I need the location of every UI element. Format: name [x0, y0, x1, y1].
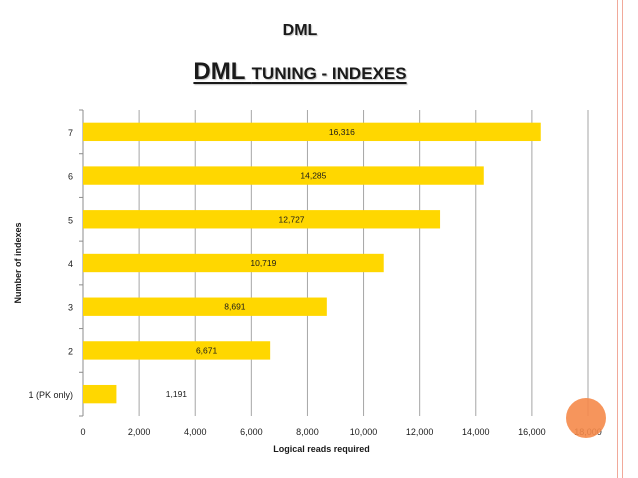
category-label: 2 [68, 346, 73, 356]
slide-title-main: DML [193, 58, 245, 85]
frame-line-right [622, 0, 623, 478]
bar [83, 297, 327, 316]
x-tick-label: 0 [80, 427, 85, 437]
x-tick-label: 2,000 [128, 427, 151, 437]
data-label: 10,719 [250, 258, 276, 268]
slide-title-rest: TUNING - INDEXES [251, 64, 407, 83]
category-label: 6 [68, 172, 73, 182]
category-label: 3 [68, 303, 73, 313]
data-label: 8,691 [224, 302, 246, 312]
slide-heading: DML [282, 22, 318, 39]
bar [83, 384, 117, 404]
category-label: 4 [68, 259, 73, 269]
data-label: 1,191 [166, 389, 188, 399]
category-label: 1 (PK only) [28, 390, 73, 400]
category-label: 7 [68, 128, 73, 138]
x-tick-label: 16,000 [518, 427, 546, 437]
data-label: 6,671 [196, 345, 218, 355]
y-axis-title: Number of indexes [13, 222, 23, 303]
data-label: 16,316 [329, 127, 355, 137]
x-tick-label: 10,000 [350, 427, 378, 437]
decorative-orange-circle [566, 398, 606, 438]
bar [83, 341, 271, 360]
bar [83, 122, 541, 142]
data-label: 12,727 [279, 214, 305, 224]
frame-line-left [617, 0, 618, 478]
bar [83, 253, 384, 273]
x-tick-label: 14,000 [462, 427, 490, 437]
slide-title: DML TUNING - INDEXES [0, 58, 600, 86]
x-tick-label: 8,000 [296, 427, 319, 437]
data-label: 14,285 [300, 171, 326, 181]
x-tick-label: 12,000 [406, 427, 434, 437]
x-axis-title: Logical reads required [273, 444, 370, 454]
bar [83, 166, 484, 185]
bar [83, 210, 441, 229]
x-tick-label: 6,000 [240, 427, 263, 437]
x-tick-label: 4,000 [184, 427, 207, 437]
category-label: 5 [68, 215, 73, 225]
